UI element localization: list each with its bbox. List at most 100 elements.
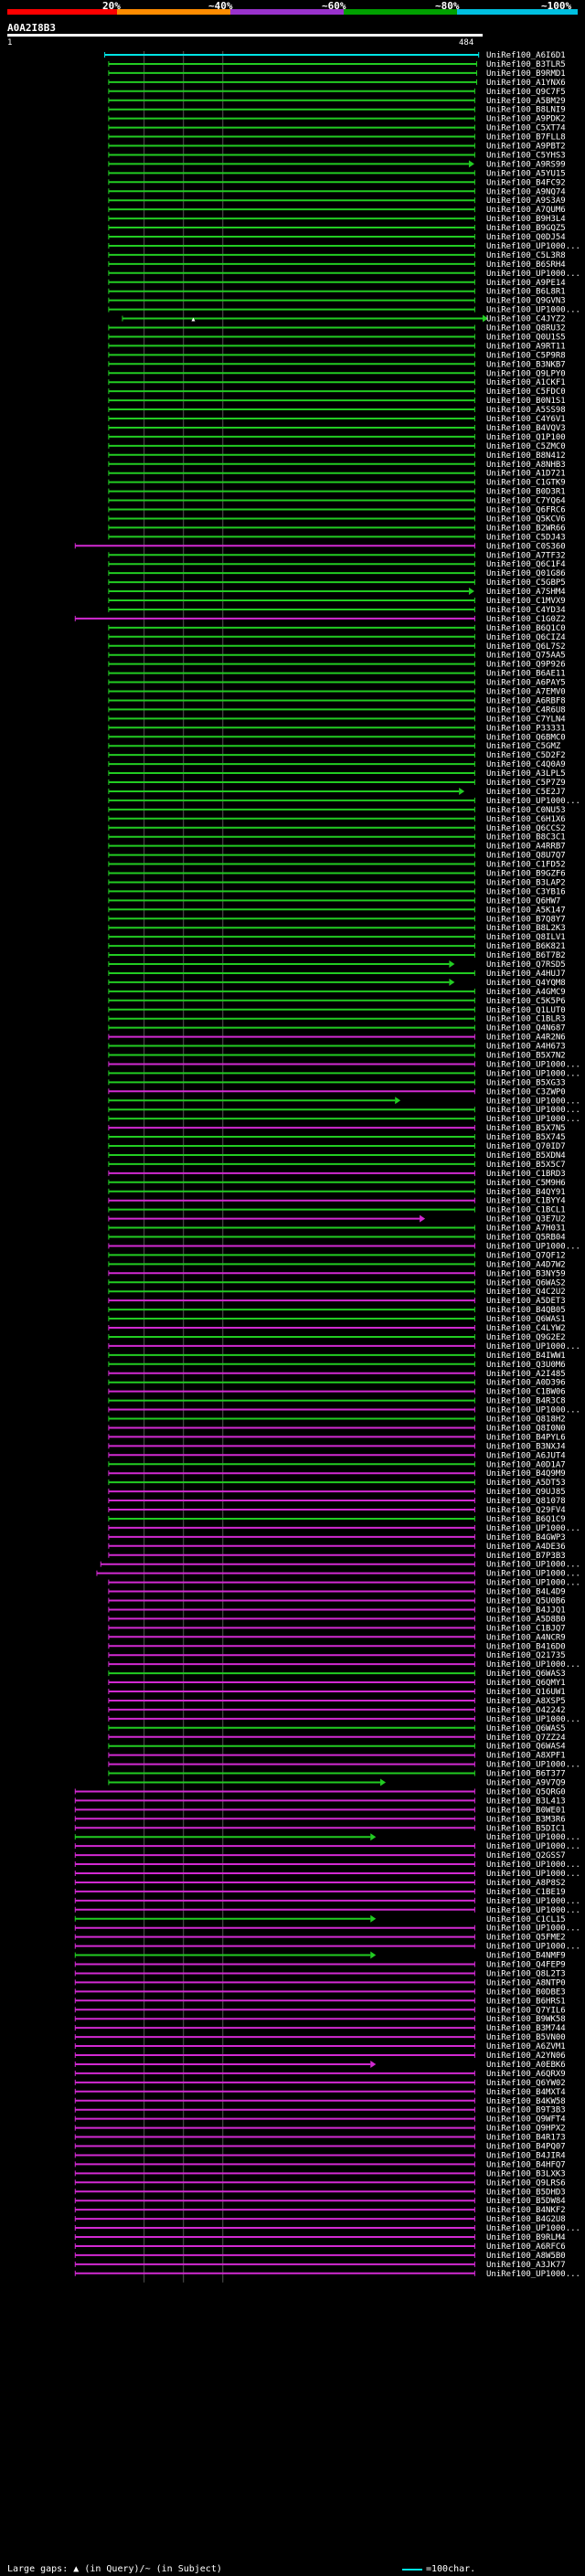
hit-label[interactable]: UniRef100_A5DT53 <box>486 1479 566 1488</box>
hit-row[interactable]: UniRef100_Q3E7U2 <box>108 1214 566 1224</box>
hit-row[interactable]: UniRef100_C5D2F2 <box>108 751 566 760</box>
hit-label[interactable]: UniRef100_Q6CIZ4 <box>486 633 566 642</box>
hit-label[interactable]: UniRef100_UP1000... <box>486 1570 580 1579</box>
hit-label[interactable]: UniRef100_B6K821 <box>486 942 566 951</box>
hit-label[interactable]: UniRef100_B9GQZ5 <box>486 224 566 233</box>
hit-label[interactable]: UniRef100_Q8ILV1 <box>486 933 566 942</box>
hit-label[interactable]: UniRef100_Q4N687 <box>486 1024 566 1034</box>
hit-label[interactable]: UniRef100_B6HRS1 <box>486 1997 566 2006</box>
hit-row[interactable]: UniRef100_Q2GSS7 <box>74 1851 566 1860</box>
hit-row[interactable]: UniRef100_C5E2J7 <box>108 787 566 797</box>
hit-label[interactable]: UniRef100_UP1000... <box>486 1924 580 1934</box>
hit-label[interactable]: UniRef100_Q9LRS6 <box>486 2178 566 2188</box>
hit-label[interactable]: UniRef100_A1D721 <box>486 470 566 479</box>
hit-row[interactable]: UniRef100_UP1000... <box>108 1069 580 1078</box>
hit-row[interactable]: UniRef100_UP1000... <box>108 1342 580 1352</box>
hit-row[interactable]: UniRef100_A6I6D1 <box>104 51 566 60</box>
hit-label[interactable]: UniRef100_C5YHS3 <box>486 151 566 160</box>
hit-row[interactable]: UniRef100_Q818H2 <box>108 1415 566 1425</box>
hit-label[interactable]: UniRef100_B4NKF2 <box>486 2206 566 2215</box>
hit-row[interactable]: UniRef100_C7YLN4 <box>108 715 566 724</box>
hit-label[interactable]: UniRef100_Q8I0N0 <box>486 1424 566 1433</box>
hit-label[interactable]: UniRef100_C3YB16 <box>486 887 566 896</box>
hit-label[interactable]: UniRef100_B9H3L4 <box>486 215 566 224</box>
hit-label[interactable]: UniRef100_Q9GVN3 <box>486 297 566 306</box>
hit-label[interactable]: UniRef100_A9PBT2 <box>486 143 566 152</box>
hit-row[interactable]: UniRef100_B4QY91 <box>108 1188 566 1197</box>
hit-label[interactable]: UniRef100_B4PYL6 <box>486 1433 566 1442</box>
hit-row[interactable]: UniRef100_A6RBF8 <box>108 696 566 705</box>
hit-row[interactable]: UniRef100_Q6WAS3 <box>108 1670 566 1679</box>
hit-label[interactable]: UniRef100_Q4YQM8 <box>486 979 566 988</box>
hit-row[interactable]: UniRef100_B4Q9M9 <box>108 1469 566 1479</box>
hit-row[interactable]: UniRef100_Q8ILV1 <box>108 933 566 942</box>
hit-row[interactable]: UniRef100_B5XG33 <box>108 1078 566 1087</box>
hit-row[interactable]: UniRef100_Q9LRS6 <box>74 2178 566 2188</box>
hit-label[interactable]: UniRef100_UP1000... <box>486 1833 580 1842</box>
hit-label[interactable]: UniRef100_Q6WAS3 <box>486 1670 566 1679</box>
hit-label[interactable]: UniRef100_Q6HW7 <box>486 896 560 906</box>
hit-label[interactable]: UniRef100_C1BYY4 <box>486 1197 566 1206</box>
hit-label[interactable]: UniRef100_B5X745 <box>486 1133 566 1142</box>
hit-row[interactable]: UniRef100_B7P3B3 <box>108 1552 566 1561</box>
hit-label[interactable]: UniRef100_UP1000... <box>486 1906 580 1915</box>
hit-label[interactable]: UniRef100_C1FD52 <box>486 861 566 870</box>
hit-row[interactable]: UniRef100_B7Q8Y7 <box>108 915 566 924</box>
hit-label[interactable]: UniRef100_C4R6U8 <box>486 705 566 715</box>
hit-row[interactable]: UniRef100_UP1000... <box>74 1906 580 1915</box>
hit-row[interactable]: UniRef100_Q9UJ85 <box>108 1488 566 1497</box>
hit-label[interactable]: UniRef100_C4Y6V1 <box>486 415 566 424</box>
hit-label[interactable]: UniRef100_UP1000... <box>486 1115 580 1124</box>
hit-row[interactable]: UniRef100_Q21735 <box>108 1651 566 1660</box>
hit-row[interactable]: UniRef100_B5X5C7 <box>108 1161 566 1170</box>
hit-row[interactable]: UniRef100_B6Q1C9 <box>108 1515 566 1524</box>
hit-row[interactable]: UniRef100_Q7YIL6 <box>74 2006 566 2015</box>
hit-label[interactable]: UniRef100_A9S3A9 <box>486 196 566 206</box>
hit-row[interactable]: UniRef100_B3L413 <box>74 1797 566 1806</box>
hit-label[interactable]: UniRef100_B5XDN4 <box>486 1151 566 1161</box>
hit-label[interactable]: UniRef100_Q0U1S5 <box>486 333 566 342</box>
hit-label[interactable]: UniRef100_B5DIC1 <box>486 1824 566 1833</box>
hit-label[interactable]: UniRef100_B7P3B3 <box>486 1552 566 1561</box>
hit-row[interactable]: UniRef100_C5P7Z9 <box>108 779 566 788</box>
hit-label[interactable]: UniRef100_C7YLN4 <box>486 715 566 724</box>
hit-row[interactable]: UniRef100_B5X7N5 <box>108 1124 566 1133</box>
hit-label[interactable]: UniRef100_Q8U7Q7 <box>486 852 566 861</box>
hit-row[interactable]: UniRef100_B416D0 <box>108 1642 566 1651</box>
hit-label[interactable]: UniRef100_Q6BMC0 <box>486 733 566 742</box>
hit-label[interactable]: UniRef100_UP1000... <box>486 1860 580 1870</box>
hit-row[interactable]: UniRef100_Q4YQM8 <box>108 978 566 988</box>
hit-label[interactable]: UniRef100_B3NKB7 <box>486 360 566 369</box>
hit-row[interactable]: UniRef100_B8LNI9 <box>108 106 566 115</box>
hit-label[interactable]: UniRef100_C5L3R8 <box>486 251 566 260</box>
hit-label[interactable]: UniRef100_A6ZVM1 <box>486 2042 566 2051</box>
hit-row[interactable]: UniRef100_Q8U7Q7 <box>108 852 566 861</box>
hit-row[interactable]: UniRef100_C7YQ64 <box>108 497 566 506</box>
hit-row[interactable]: UniRef100_A9S3A9 <box>108 196 566 206</box>
hit-label[interactable]: UniRef100_B4R173 <box>486 2134 566 2143</box>
hit-row[interactable]: UniRef100_A7TF32 <box>108 551 566 560</box>
hit-label[interactable]: UniRef100_B5DHD3 <box>486 2188 566 2197</box>
hit-label[interactable]: UniRef100_C5GBP5 <box>486 578 566 588</box>
hit-row[interactable]: UniRef100_A7QUM6 <box>108 206 566 215</box>
hit-label[interactable]: UniRef100_Q7RSD5 <box>486 960 566 970</box>
hit-row[interactable]: UniRef100_A9V7Q9 <box>108 1778 566 1788</box>
hit-label[interactable]: UniRef100_B6L8R1 <box>486 288 566 297</box>
hit-row[interactable]: UniRef100_B9RLM4 <box>74 2233 566 2242</box>
hit-row[interactable]: UniRef100_A9RS99 <box>108 160 566 169</box>
hit-row[interactable]: UniRef100_Q6C1F4 <box>108 560 566 569</box>
hit-row[interactable]: UniRef100_A7EMV0 <box>108 688 566 697</box>
hit-row[interactable]: UniRef100_Q81078 <box>108 1497 566 1506</box>
hit-label[interactable]: UniRef100_B4PQ07 <box>486 2143 566 2152</box>
hit-label[interactable]: UniRef100_B5X5C7 <box>486 1161 566 1170</box>
hit-row[interactable]: UniRef100_C4Q0A9 <box>108 760 566 769</box>
hit-row[interactable]: UniRef100_B0N1S1 <box>108 397 566 406</box>
hit-row[interactable]: UniRef100_A8NHB3 <box>108 461 566 470</box>
hit-label[interactable]: UniRef100_B8C3C1 <box>486 833 566 843</box>
hit-row[interactable]: UniRef100_A9PDK2 <box>108 115 566 124</box>
hit-label[interactable]: UniRef100_B6AE11 <box>486 670 566 679</box>
hit-label[interactable]: UniRef100_UP1000... <box>486 1660 580 1670</box>
hit-label[interactable]: UniRef100_B6T377 <box>486 1770 566 1779</box>
hit-label[interactable]: UniRef100_A0EBK6 <box>486 2061 566 2070</box>
hit-label[interactable]: UniRef100_A4H673 <box>486 1043 566 1052</box>
